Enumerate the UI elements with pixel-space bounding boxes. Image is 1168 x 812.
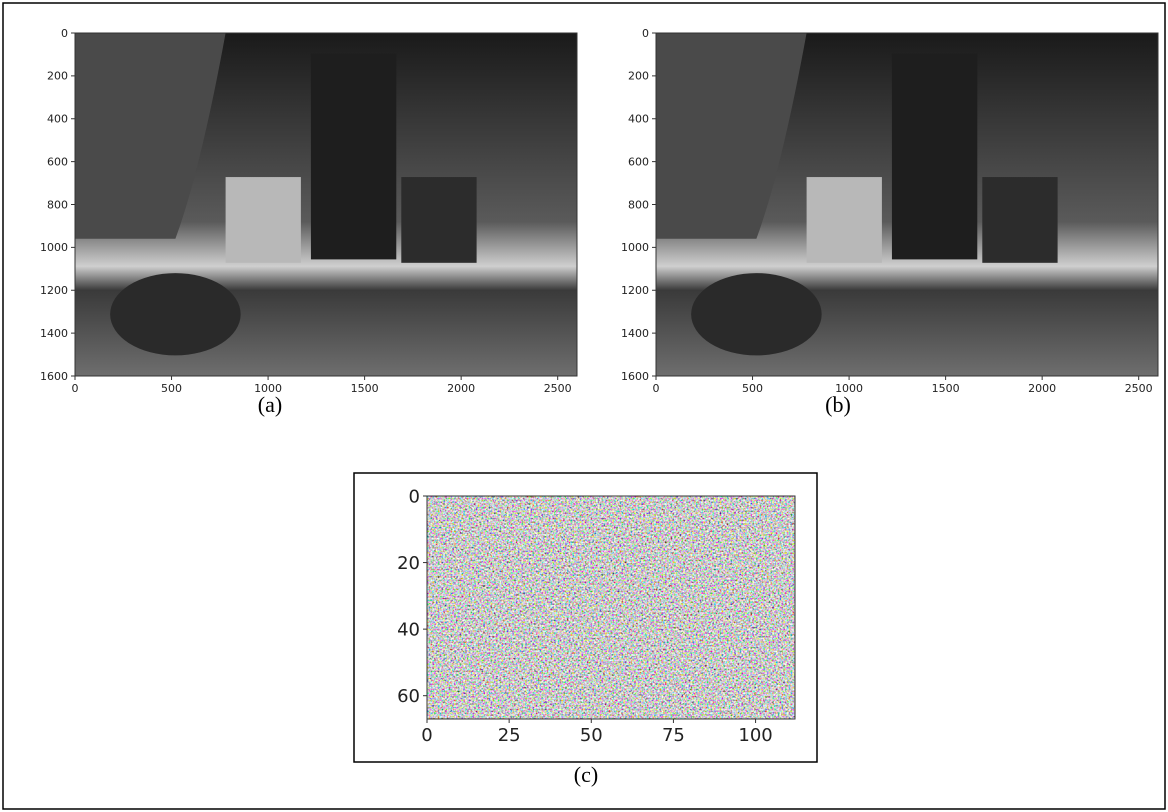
y-tick-label: 0 xyxy=(642,27,649,40)
y-tick-label: 1600 xyxy=(40,370,68,383)
y-tick-label: 60 xyxy=(397,686,420,707)
bollard xyxy=(110,273,241,355)
x-tick-label: 2000 xyxy=(1028,382,1056,395)
y-tick-label: 600 xyxy=(47,155,68,168)
y-tick-label: 20 xyxy=(397,553,420,574)
building xyxy=(982,177,1057,263)
y-tick-label: 1000 xyxy=(40,241,68,254)
y-tick-label: 1400 xyxy=(621,327,649,340)
page: 0500100015002000250002004006008001000120… xyxy=(0,0,1168,812)
tower xyxy=(892,54,977,260)
x-tick-label: 500 xyxy=(161,382,182,395)
building xyxy=(401,177,476,263)
y-tick-label: 200 xyxy=(628,70,649,83)
x-tick-label: 2000 xyxy=(447,382,475,395)
x-tick-label: 0 xyxy=(72,382,79,395)
noise-image xyxy=(427,496,795,719)
x-tick-label: 50 xyxy=(580,725,603,746)
y-tick-label: 400 xyxy=(628,113,649,126)
y-tick-label: 1200 xyxy=(621,284,649,297)
bollard xyxy=(691,273,822,355)
y-tick-label: 40 xyxy=(397,619,420,640)
building xyxy=(807,177,882,263)
y-tick-label: 1400 xyxy=(40,327,68,340)
tower xyxy=(311,54,396,260)
y-tick-label: 800 xyxy=(47,198,68,211)
y-tick-label: 1600 xyxy=(621,370,649,383)
x-tick-label: 100 xyxy=(738,725,772,746)
x-tick-label: 75 xyxy=(662,725,685,746)
y-tick-label: 400 xyxy=(47,113,68,126)
x-tick-label: 0 xyxy=(421,725,432,746)
y-tick-label: 1000 xyxy=(621,241,649,254)
x-tick-label: 1500 xyxy=(351,382,379,395)
y-tick-label: 1200 xyxy=(40,284,68,297)
building xyxy=(226,177,301,263)
x-tick-label: 2500 xyxy=(544,382,572,395)
x-tick-label: 25 xyxy=(498,725,521,746)
caption: (a) xyxy=(258,392,282,417)
y-tick-label: 0 xyxy=(409,486,420,507)
caption: (b) xyxy=(825,392,851,417)
y-tick-label: 0 xyxy=(61,27,68,40)
x-tick-label: 1500 xyxy=(932,382,960,395)
x-tick-label: 2500 xyxy=(1125,382,1153,395)
x-tick-label: 0 xyxy=(653,382,660,395)
y-tick-label: 200 xyxy=(47,70,68,83)
figure: 0500100015002000250002004006008001000120… xyxy=(0,0,1168,812)
caption: (c) xyxy=(574,762,598,787)
x-tick-label: 500 xyxy=(742,382,763,395)
y-tick-label: 800 xyxy=(628,198,649,211)
y-tick-label: 600 xyxy=(628,155,649,168)
